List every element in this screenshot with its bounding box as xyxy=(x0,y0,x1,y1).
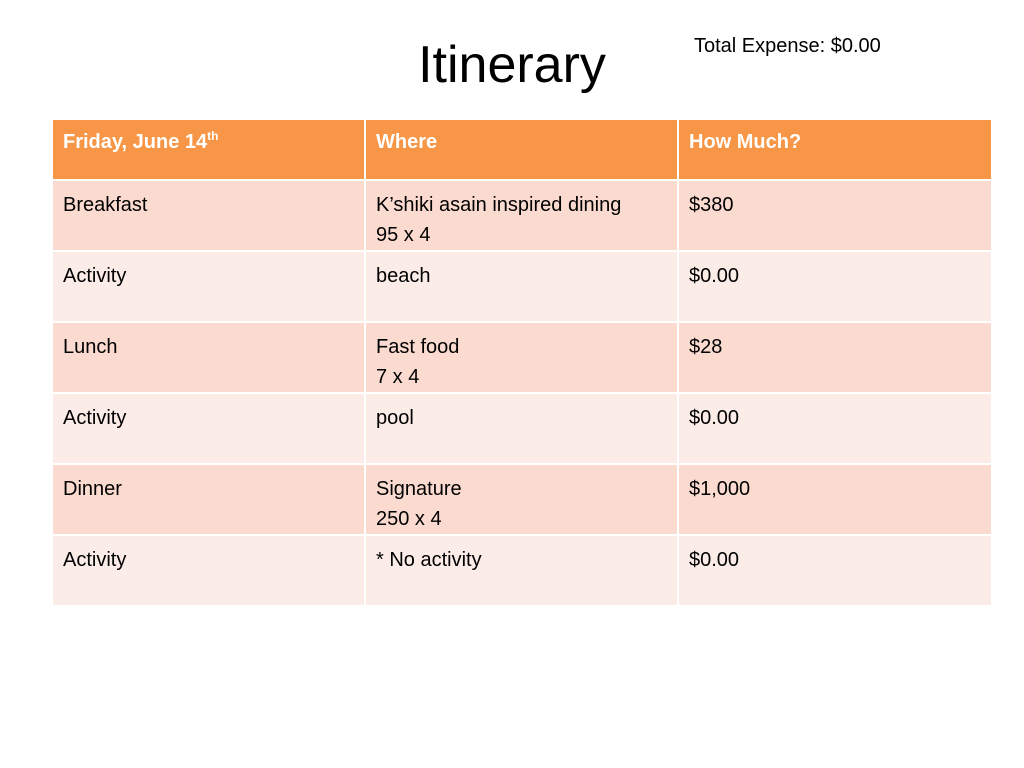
slide-title: Itinerary xyxy=(418,36,606,94)
cell-cost: $1,000 xyxy=(677,463,993,536)
header-day-suffix: th xyxy=(207,129,219,143)
cell-item: Breakfast xyxy=(51,179,366,252)
cell-where-line: 95 x 4 xyxy=(376,224,431,246)
cell-cost: $0.00 xyxy=(677,534,993,607)
itinerary-table: Friday, June 14th Where How Much? Breakf… xyxy=(51,118,993,607)
cell-item: Activity xyxy=(51,250,366,323)
cell-item: Lunch xyxy=(51,321,366,394)
table-row: Breakfast K’shiki asain inspired dining … xyxy=(51,179,993,252)
cell-where-line: K’shiki asain inspired dining xyxy=(376,194,622,216)
table-header-row: Friday, June 14th Where How Much? xyxy=(51,118,993,181)
total-expense: Total Expense: $0.00 xyxy=(694,35,881,57)
cell-where: Signature 250 x 4 xyxy=(364,463,679,536)
cell-item: Activity xyxy=(51,392,366,465)
cell-cost: $28 xyxy=(677,321,993,394)
cell-where: beach xyxy=(364,250,679,323)
table-row: Activity * No activity $0.00 xyxy=(51,534,993,607)
cell-where-line: pool xyxy=(376,407,414,429)
cell-where: pool xyxy=(364,392,679,465)
cell-where-line: 7 x 4 xyxy=(376,366,420,388)
cell-item: Dinner xyxy=(51,463,366,536)
table-row: Activity pool $0.00 xyxy=(51,392,993,465)
cell-where-line: Signature xyxy=(376,478,462,500)
cell-where-line: beach xyxy=(376,265,431,287)
cell-where: * No activity xyxy=(364,534,679,607)
header-day-label: Friday, June 14 xyxy=(63,131,208,153)
cell-where: K’shiki asain inspired dining 95 x 4 xyxy=(364,179,679,252)
cell-cost: $0.00 xyxy=(677,250,993,323)
cell-where-line: 250 x 4 xyxy=(376,508,442,530)
cell-where-line: * No activity xyxy=(376,549,482,571)
cell-item: Activity xyxy=(51,534,366,607)
header-how-much: How Much? xyxy=(677,118,993,181)
table-row: Lunch Fast food 7 x 4 $28 xyxy=(51,321,993,394)
cell-where-line: Fast food xyxy=(376,336,460,358)
header-day: Friday, June 14th xyxy=(51,118,366,181)
header-where: Where xyxy=(364,118,679,181)
table-row: Dinner Signature 250 x 4 $1,000 xyxy=(51,463,993,536)
table-row: Activity beach $0.00 xyxy=(51,250,993,323)
cell-cost: $0.00 xyxy=(677,392,993,465)
cell-cost: $380 xyxy=(677,179,993,252)
cell-where: Fast food 7 x 4 xyxy=(364,321,679,394)
